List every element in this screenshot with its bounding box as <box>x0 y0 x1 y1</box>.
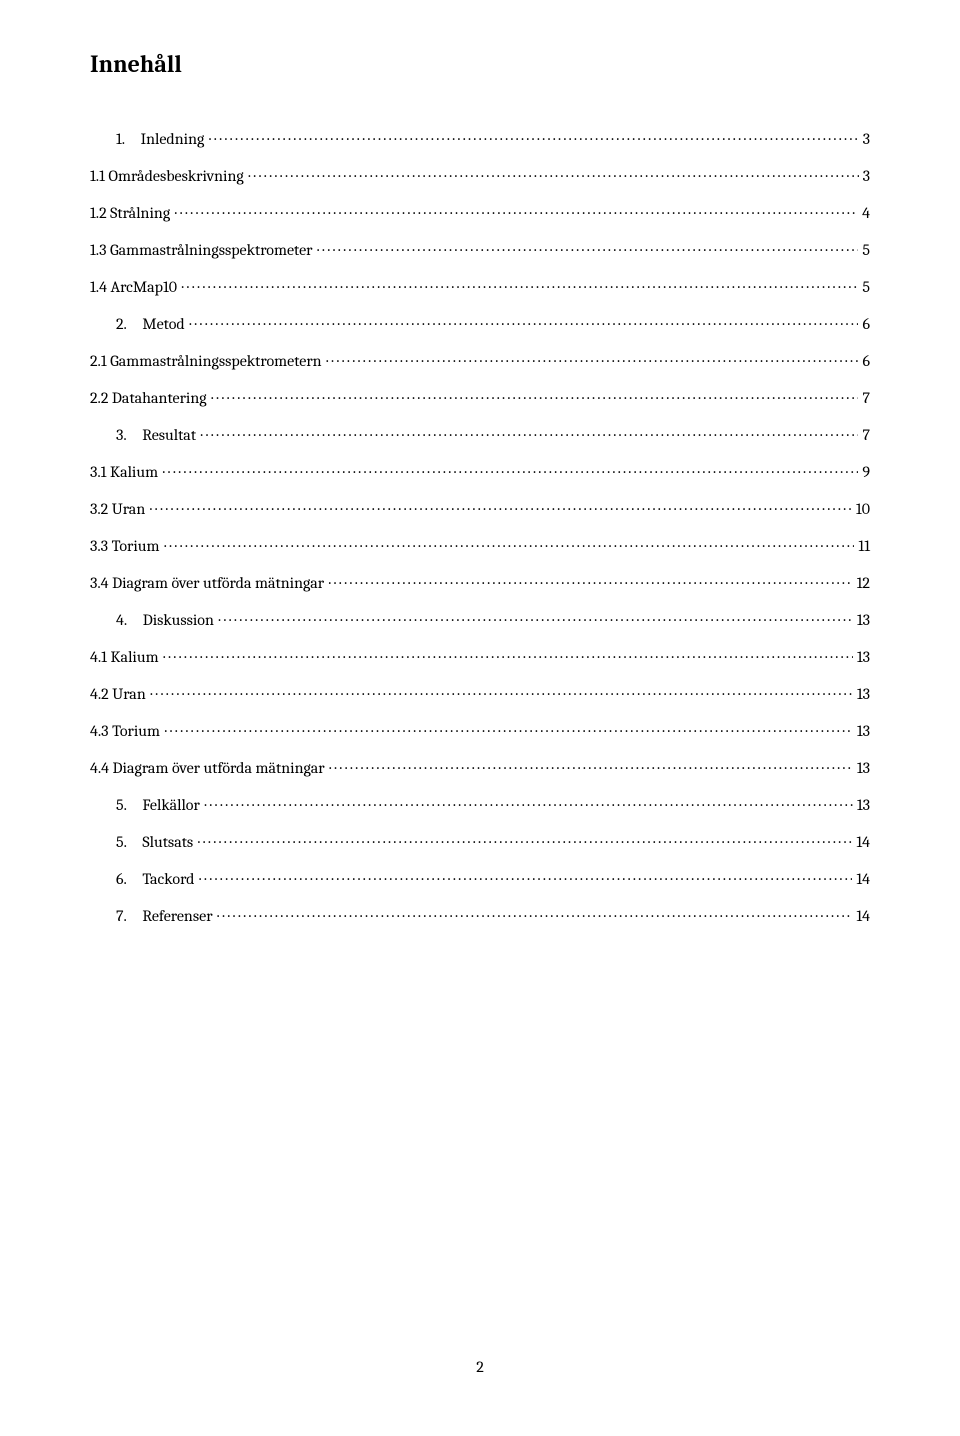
toc-list: 1. Inledning 3 1.1 Områdesbeskrivning 3 1.2 … <box>90 128 870 925</box>
toc-dot-leader <box>162 461 858 477</box>
toc-entry-page: 13 <box>857 685 870 703</box>
toc-dot-leader <box>248 165 859 181</box>
toc-entry-label: 4. Diskussion <box>116 611 214 629</box>
toc-dot-leader <box>217 905 853 921</box>
toc-entry-label: 1.4 ArcMap10 <box>90 278 177 296</box>
toc-entry: 3.1 Kalium 9 <box>90 461 870 481</box>
toc-entry: 2. Metod 6 <box>90 313 870 333</box>
toc-entry-label: 2.1 Gammastrålningsspektrometern <box>90 352 322 370</box>
toc-entry-page: 14 <box>856 833 870 851</box>
toc-entry-label: 3.1 Kalium <box>90 463 158 481</box>
page-number: 2 <box>476 1358 484 1376</box>
toc-dot-leader <box>164 535 855 551</box>
toc-entry-page: 13 <box>857 796 870 814</box>
toc-dot-leader <box>198 868 852 884</box>
toc-dot-leader <box>329 757 853 773</box>
toc-entry-label: 1.1 Områdesbeskrivning <box>90 167 244 185</box>
toc-entry: 1.2 Strålning 4 <box>90 202 870 222</box>
toc-entry: 7. Referenser 14 <box>90 905 870 925</box>
toc-entry-page: 4 <box>862 204 870 222</box>
toc-entry: 4.2 Uran 13 <box>90 683 870 703</box>
toc-entry: 4.1 Kalium 13 <box>90 646 870 666</box>
toc-entry-label: 4.2 Uran <box>90 685 146 703</box>
page-title: Innehåll <box>90 50 870 78</box>
toc-entry-label: 4.1 Kalium <box>90 648 159 666</box>
toc-dot-leader <box>149 498 852 514</box>
toc-entry: 3.4 Diagram över utförda mätningar 12 <box>90 572 870 592</box>
toc-entry-label: 4.3 Torium <box>90 722 160 740</box>
toc-entry-label: 3.3 Torium <box>90 537 160 555</box>
toc-entry-page: 6 <box>862 315 870 333</box>
toc-dot-leader <box>189 313 859 329</box>
toc-entry-label: 6. Tackord <box>116 870 194 888</box>
toc-entry-label: 3. Resultat <box>116 426 196 444</box>
toc-dot-leader <box>317 239 859 255</box>
toc-entry: 5. Felkällor 13 <box>90 794 870 814</box>
toc-dot-leader <box>328 572 853 588</box>
toc-entry-page: 9 <box>862 463 870 481</box>
toc-entry-page: 7 <box>862 389 870 407</box>
toc-entry-label: 4.4 Diagram över utförda mätningar <box>90 759 325 777</box>
toc-entry-label: 2. Metod <box>116 315 185 333</box>
toc-entry-page: 13 <box>857 722 870 740</box>
toc-entry-label: 1. Inledning <box>116 130 204 148</box>
toc-dot-leader <box>218 609 853 625</box>
toc-entry: 6. Tackord 14 <box>90 868 870 888</box>
toc-entry-page: 10 <box>856 500 870 518</box>
toc-entry-label: 2.2 Datahantering <box>90 389 207 407</box>
toc-dot-leader <box>200 424 858 440</box>
toc-entry-label: 1.2 Strålning <box>90 204 170 222</box>
toc-entry-page: 5 <box>862 278 870 296</box>
toc-entry-page: 6 <box>862 352 870 370</box>
toc-entry-page: 13 <box>857 648 870 666</box>
toc-entry: 1.1 Områdesbeskrivning 3 <box>90 165 870 185</box>
toc-entry: 2.2 Datahantering 7 <box>90 387 870 407</box>
toc-entry: 3. Resultat 7 <box>90 424 870 444</box>
toc-dot-leader <box>164 720 853 736</box>
toc-entry: 1.3 Gammastrålningsspektrometer 5 <box>90 239 870 259</box>
toc-dot-leader <box>150 683 853 699</box>
toc-entry-page: 7 <box>862 426 870 444</box>
toc-entry-page: 3 <box>863 130 870 148</box>
toc-dot-leader <box>174 202 858 218</box>
toc-entry: 5. Slutsats 14 <box>90 831 870 851</box>
toc-entry-label: 1.3 Gammastrålningsspektrometer <box>90 241 313 259</box>
toc-dot-leader <box>163 646 853 662</box>
toc-dot-leader <box>326 350 859 366</box>
toc-entry-label: 7. Referenser <box>116 907 213 925</box>
toc-entry: 1.4 ArcMap10 5 <box>90 276 870 296</box>
toc-entry-page: 13 <box>857 611 870 629</box>
toc-entry-page: 14 <box>856 870 870 888</box>
toc-entry-label: 5. Slutsats <box>116 833 193 851</box>
toc-entry: 2.1 Gammastrålningsspektrometern 6 <box>90 350 870 370</box>
toc-entry: 4.4 Diagram över utförda mätningar 13 <box>90 757 870 777</box>
toc-entry: 3.2 Uran 10 <box>90 498 870 518</box>
toc-dot-leader <box>211 387 859 403</box>
toc-entry-label: 5. Felkällor <box>116 796 200 814</box>
toc-entry: 1. Inledning 3 <box>90 128 870 148</box>
toc-entry-page: 11 <box>858 537 870 555</box>
toc-entry: 3.3 Torium 11 <box>90 535 870 555</box>
toc-dot-leader <box>197 831 852 847</box>
toc-dot-leader <box>204 794 853 810</box>
toc-entry-page: 14 <box>856 907 870 925</box>
toc-entry: 4. Diskussion 13 <box>90 609 870 629</box>
toc-entry: 4.3 Torium 13 <box>90 720 870 740</box>
toc-dot-leader <box>181 276 858 292</box>
toc-entry-page: 12 <box>857 574 870 592</box>
toc-entry-label: 3.4 Diagram över utförda mätningar <box>90 574 324 592</box>
toc-entry-label: 3.2 Uran <box>90 500 145 518</box>
toc-entry-page: 13 <box>857 759 870 777</box>
toc-entry-page: 3 <box>863 167 870 185</box>
toc-entry-page: 5 <box>862 241 870 259</box>
toc-dot-leader <box>208 128 858 144</box>
